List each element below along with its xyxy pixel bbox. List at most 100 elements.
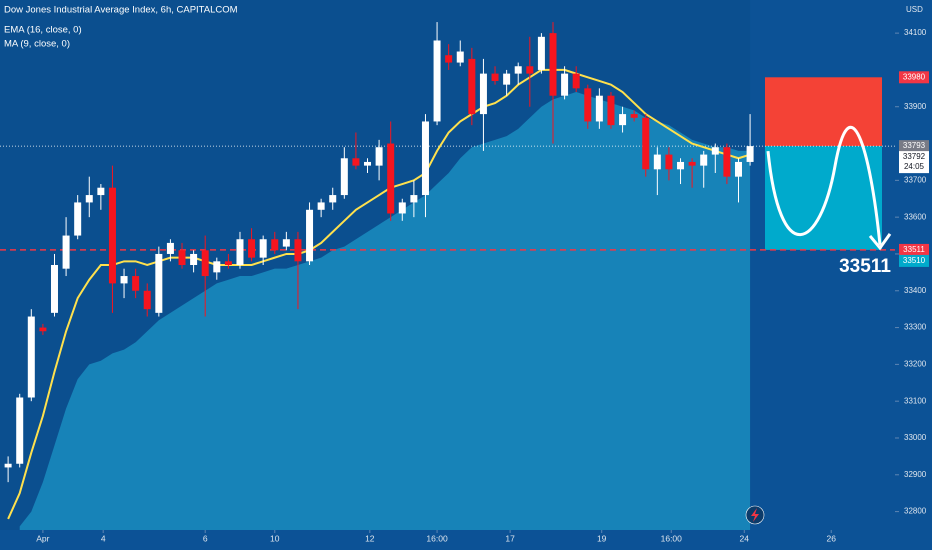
y-tick-label: 33600 (904, 212, 927, 221)
candle-body (306, 209, 314, 262)
candle-body (526, 66, 534, 74)
target-box (765, 146, 882, 250)
lightning-icon[interactable] (745, 505, 765, 525)
candle-body (549, 33, 557, 96)
price-badge (899, 151, 929, 174)
candle-body (630, 114, 638, 118)
indicator-label: EMA (16, close, 0) (4, 25, 82, 36)
candle-body (410, 195, 418, 203)
candle-body (340, 158, 348, 196)
candle-body (143, 290, 151, 310)
candle-body (642, 117, 650, 170)
x-tick-label: 16:00 (426, 533, 448, 543)
candle-body (607, 95, 615, 126)
y-tick-label: 33400 (904, 286, 927, 295)
candle-body (665, 154, 673, 170)
candle-body (433, 40, 441, 122)
x-tick-label: 10 (270, 533, 280, 543)
stop-box (765, 77, 882, 147)
candle-body (723, 147, 731, 177)
target-label: 33511 (839, 256, 891, 277)
candle-body (329, 195, 337, 203)
candle-body (514, 66, 522, 74)
candle-body (294, 239, 302, 262)
candle-body (236, 239, 244, 265)
candle-body (282, 239, 290, 247)
candle-body (190, 253, 198, 265)
candle-body (74, 202, 82, 236)
candle-body (445, 55, 453, 63)
candle-body (572, 73, 580, 89)
price-badge (899, 71, 929, 84)
candle-body (317, 202, 325, 210)
candle-body (224, 261, 232, 265)
candle-body (352, 158, 360, 166)
candle-body (213, 261, 221, 273)
price-badge (899, 254, 929, 267)
price-badge-label: 33510 (903, 256, 926, 265)
candle-body (178, 250, 186, 265)
x-tick-label: 12 (365, 533, 375, 543)
price-badge-label: 33792 (903, 152, 926, 161)
candle-body (653, 154, 661, 170)
price-badge (899, 243, 929, 256)
price-badge-label: 33793 (903, 141, 926, 150)
candle-body (97, 187, 105, 196)
y-tick-label: 33700 (904, 175, 927, 184)
candle-body (734, 161, 742, 177)
candle-body (479, 73, 487, 115)
candle-body (155, 253, 163, 313)
indicator-label: MA (9, close, 0) (4, 39, 70, 50)
price-badge-label: 33511 (903, 245, 925, 254)
projection-arrow (766, 125, 882, 246)
candle-body (85, 195, 93, 203)
y-tick-label: 33900 (904, 102, 927, 111)
chart-title: Dow Jones Industrial Average Index, 6h, … (4, 5, 238, 16)
x-tick-label: Apr (36, 533, 49, 543)
candle-body (688, 161, 696, 166)
price-badge-label: 33980 (903, 72, 926, 81)
ma-area (19, 92, 751, 530)
candle-body (201, 250, 209, 277)
candle-body (387, 143, 395, 214)
y-tick-label: 32800 (904, 507, 927, 516)
plot-area (0, 22, 895, 530)
candle-body (27, 316, 35, 398)
candle-body (700, 154, 708, 166)
candle-body (375, 147, 383, 166)
candle-body (4, 463, 12, 468)
candle-body (50, 265, 58, 313)
x-tick-label: 4 (101, 533, 106, 543)
arrow-head (868, 233, 892, 251)
candle-body (421, 121, 429, 196)
candle-body (711, 147, 719, 155)
candle-body (746, 146, 754, 162)
y-tick-label: 33200 (904, 359, 927, 368)
candle-body (166, 242, 174, 254)
candle-body (398, 202, 406, 214)
candle-body (584, 88, 592, 122)
x-tick-label: 17 (505, 533, 515, 543)
candle-body (39, 327, 47, 332)
x-tick-label: 24 (740, 533, 750, 543)
candle-body (62, 235, 70, 269)
candle-body (677, 161, 685, 170)
candle-body (456, 51, 464, 63)
x-tick-label: 19 (597, 533, 607, 543)
candle-body (120, 276, 128, 284)
candle-body (271, 239, 279, 251)
candle-body (491, 73, 499, 81)
x-tick-label: 6 (203, 533, 208, 543)
price-badge (899, 140, 929, 153)
candle-body (248, 239, 256, 258)
candle-body (619, 114, 627, 126)
x-tick-label: 26 (827, 533, 837, 543)
countdown-label: 24:05 (904, 162, 925, 171)
y-tick-label: 34100 (904, 28, 927, 37)
y-tick-label: 32900 (904, 470, 927, 479)
candle-body (108, 187, 116, 284)
y-tick-label: 33100 (904, 396, 927, 405)
candle-body (595, 95, 603, 122)
candle-body (259, 239, 267, 258)
